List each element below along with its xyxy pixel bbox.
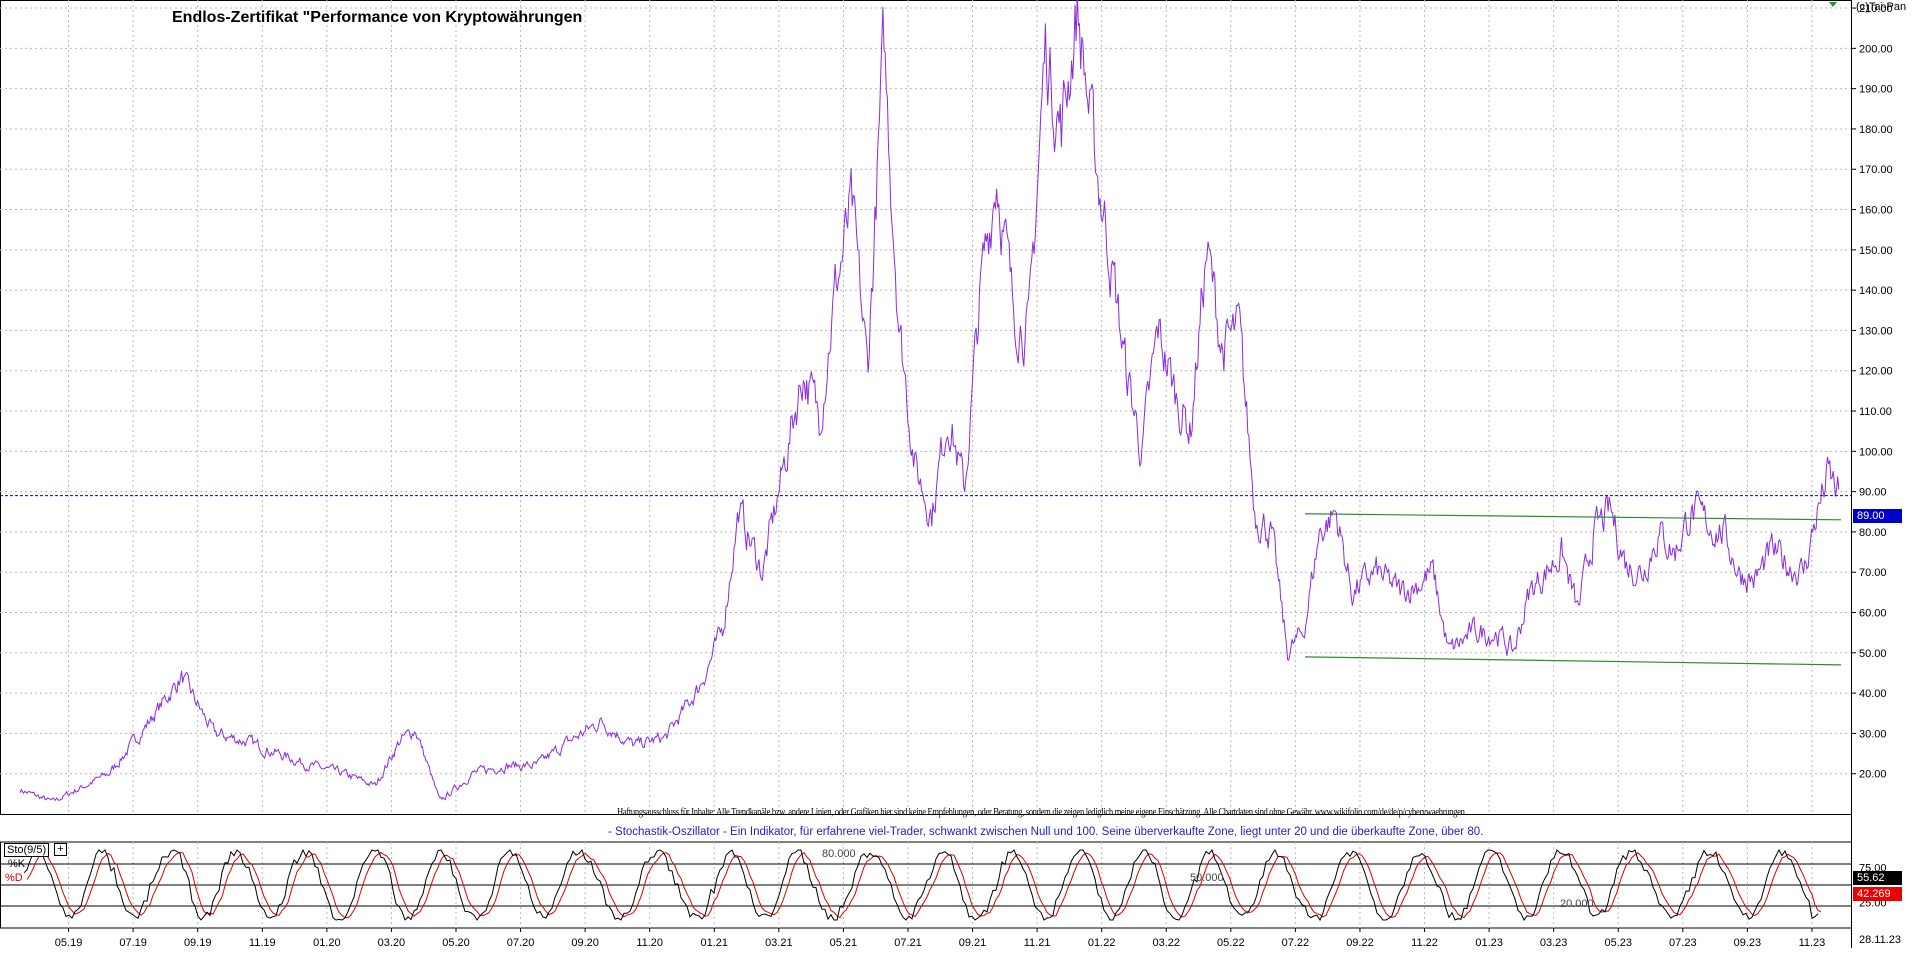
x-tick-label: 05.23 — [1604, 937, 1632, 948]
x-tick-label: 11.20 — [636, 937, 663, 948]
chart-title: Endlos-Zertifikat "Performance von Krypt… — [172, 9, 583, 26]
y-tick-label: 20.00 — [1859, 769, 1887, 781]
oscillator-description: - Stochastik-Oszillator - Ein Indikator,… — [608, 826, 1484, 838]
y-tick-label: 60.00 — [1859, 608, 1887, 620]
indicator-label[interactable]: Sto(9/5) — [4, 843, 50, 857]
x-tick-label: 09.20 — [571, 937, 599, 948]
x-tick-label: 05.21 — [830, 937, 858, 948]
x-tick-label: 09.21 — [959, 937, 987, 948]
x-tick-label: 03.21 — [765, 937, 793, 948]
x-tick-label: 05.22 — [1217, 937, 1245, 948]
x-tick-label: 01.22 — [1088, 937, 1116, 948]
x-tick-label: 11.23 — [1799, 937, 1826, 948]
y-tick-label: 150.00 — [1859, 245, 1893, 257]
y-tick-label: 140.00 — [1859, 285, 1893, 297]
x-tick-label: 07.23 — [1669, 937, 1697, 948]
channel-lower-line — [1305, 656, 1842, 666]
y-tick-label: 40.00 — [1859, 688, 1887, 700]
y-tick-label: 80.00 — [1859, 527, 1887, 539]
x-tick-label: 05.20 — [442, 937, 470, 948]
price-panel-frame — [0, 0, 1852, 815]
d-line-label: %D — [5, 872, 23, 884]
y-tick-label: 120.00 — [1859, 366, 1893, 378]
d-line — [26, 851, 1822, 919]
x-tick-label: 11.19 — [249, 937, 276, 948]
x-tick-label: 01.21 — [700, 937, 728, 948]
x-tick-label: 01.20 — [313, 937, 341, 948]
k-line — [23, 848, 1819, 922]
x-tick-label: 01.23 — [1475, 937, 1503, 948]
x-tick-label: 11.22 — [1411, 937, 1438, 948]
x-tick-label: 07.20 — [507, 937, 535, 948]
y-tick-label: 160.00 — [1859, 205, 1893, 217]
price-line — [19, 0, 1840, 802]
x-tick-label: 03.23 — [1540, 937, 1568, 948]
y-tick-label: 100.00 — [1859, 446, 1893, 458]
channel-upper-line — [1305, 513, 1842, 521]
disclaimer-text: Haftungsausschluss für Inhalte: Alle Tre… — [617, 807, 1465, 818]
x-tick-label: 05.19 — [55, 937, 83, 948]
last-date-label: 28.11.23 — [1859, 934, 1902, 946]
y-tick-label: 210.00 — [1859, 3, 1893, 15]
x-tick-label: 07.21 — [894, 937, 922, 948]
x-tick-label: 09.23 — [1734, 937, 1762, 948]
y-tick-label: 200.00 — [1859, 43, 1893, 55]
x-tick-label: 09.22 — [1346, 937, 1374, 948]
y-tick-label: 30.00 — [1859, 728, 1887, 740]
current-price-badge: 89.00 — [1853, 509, 1902, 523]
y-tick-label: 110.00 — [1859, 406, 1892, 418]
y-tick-label: 50.00 — [1859, 648, 1887, 660]
add-indicator-icon[interactable]: + — [54, 843, 67, 856]
x-tick-label: 07.19 — [119, 937, 147, 948]
y-tick-label: 190.00 — [1859, 84, 1893, 96]
x-tick-label: 03.22 — [1152, 937, 1180, 948]
x-tick-label: 03.20 — [378, 937, 406, 948]
green-marker-icon — [1829, 2, 1837, 7]
k-value-badge: 55.62 — [1853, 871, 1902, 885]
y-tick-label: 130.00 — [1859, 325, 1893, 337]
x-tick-label: 07.22 — [1282, 937, 1310, 948]
y-tick-label: 70.00 — [1859, 567, 1887, 579]
copyright-label: (c)Tai-Pan — [1856, 1, 1907, 13]
oscillator-level-50: 50.000 — [1190, 872, 1224, 884]
x-tick-label: 11.21 — [1024, 937, 1051, 948]
x-tick-label: 09.19 — [184, 937, 212, 948]
y-tick-label: 180.00 — [1859, 124, 1893, 136]
y-tick-label: 170.00 — [1859, 164, 1893, 176]
oscillator-level-20: 20.000 — [1560, 898, 1594, 910]
d-value-badge: 42.269 — [1853, 887, 1902, 901]
y-tick-label: 90.00 — [1859, 487, 1887, 499]
k-line-label: %K — [8, 858, 26, 870]
oscillator-level-80: 80.000 — [822, 848, 856, 860]
